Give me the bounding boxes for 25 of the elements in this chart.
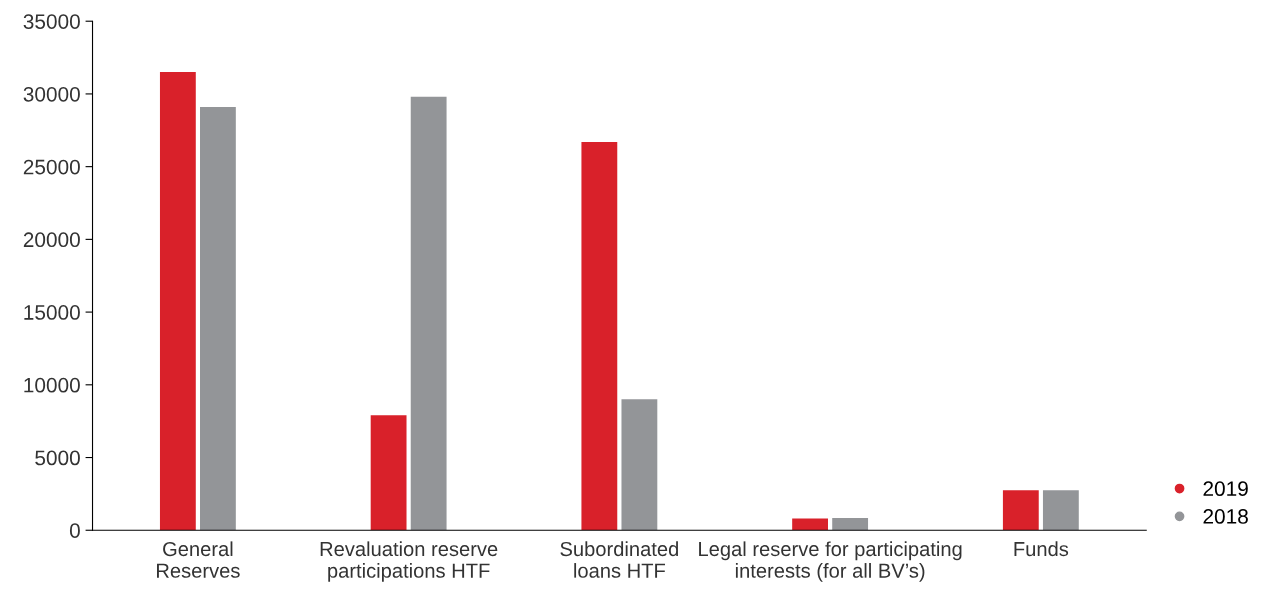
y-tick-label: 15000 — [24, 305, 80, 320]
bar — [832, 517, 869, 531]
bar — [621, 399, 658, 531]
x-tick-label: Legal reserve for participating interests (for all BV’s) — [699, 541, 962, 582]
y-tick-label: 10000 — [24, 377, 80, 393]
bar — [410, 96, 447, 531]
bar — [159, 72, 196, 531]
y-tick-label: 5000 — [35, 450, 80, 466]
x-tick-label: Revaluation reserve participations HTF — [320, 541, 498, 582]
y-tick-label: 25000 — [23, 159, 80, 175]
x-tick-label: Funds — [1014, 541, 1069, 557]
bar — [581, 141, 618, 531]
x-tick-label: General Reserves — [157, 541, 240, 578]
bar — [1002, 490, 1039, 531]
legend-label: 2019 — [1203, 481, 1248, 497]
bar — [200, 107, 236, 531]
y-tick-label: 35000 — [23, 14, 80, 29]
legend-label: 2018 — [1203, 509, 1248, 524]
bar — [1042, 490, 1079, 531]
y-tick-label: 30000 — [23, 86, 80, 102]
bar — [792, 518, 828, 531]
y-tick-label: 20000 — [23, 232, 80, 248]
bar — [370, 415, 407, 531]
x-tick-label: Subordinated loans HTF — [560, 541, 678, 578]
y-tick-label: 0 — [69, 523, 80, 538]
